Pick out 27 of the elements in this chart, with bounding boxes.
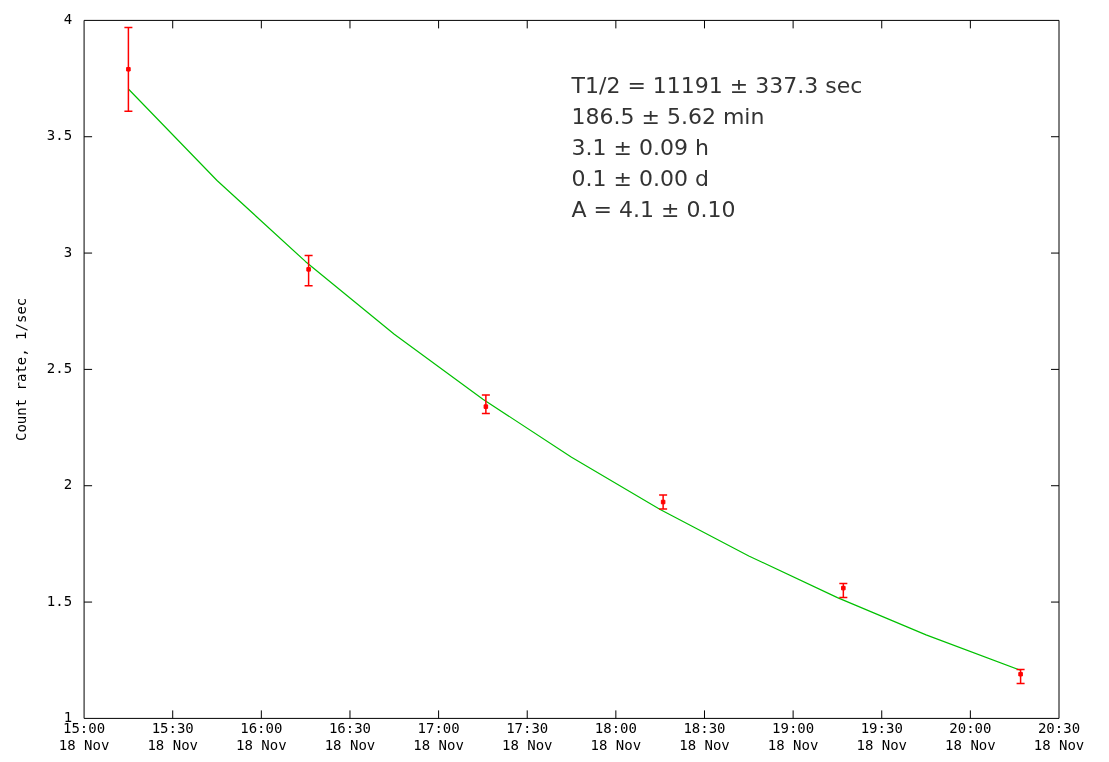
annotation: T1/2 = 11191 ± 337.3 sec (570, 73, 863, 99)
x-tick-label: 19:00 18 Nov (767, 720, 819, 754)
x-tick-label: 20:30 18 Nov (1033, 720, 1085, 754)
x-tick-label: 16:30 18 Nov (324, 720, 376, 754)
y-tick-label: 3 (63, 243, 73, 260)
y-tick-label: 2 (63, 476, 73, 493)
x-tick-label: 15:30 18 Nov (147, 720, 198, 754)
x-tick-label: 17:30 18 Nov (501, 720, 553, 754)
point (126, 66, 131, 72)
y-axis-title: Count rate, 1/sec (13, 297, 30, 442)
x-tick-label: 17:00 18 Nov (413, 720, 464, 754)
x-tick-label: 20:00 18 Nov (945, 720, 996, 754)
annotation: A = 4.1 ± 0.10 (571, 197, 736, 223)
x-tick-label: 19:30 18 Nov (856, 720, 908, 754)
annotation: 186.5 ± 5.62 min (571, 104, 765, 130)
y-tick-label: 4 (63, 11, 73, 28)
y-tick-label: 3.5 (46, 127, 73, 144)
x-tick-label: 18:30 18 Nov (679, 720, 730, 754)
point (841, 585, 846, 591)
point (306, 267, 311, 272)
point (1018, 671, 1023, 677)
y-tick-label: 2.5 (46, 360, 73, 377)
x-tick-label: 16:00 18 Nov (236, 720, 287, 754)
x-tick-label: 18:00 18 Nov (590, 720, 642, 754)
annotation: 0.1 ± 0.00 d (571, 166, 709, 192)
y-tick-label: 1.5 (46, 592, 73, 609)
annotation: 3.1 ± 0.09 h (571, 135, 709, 161)
